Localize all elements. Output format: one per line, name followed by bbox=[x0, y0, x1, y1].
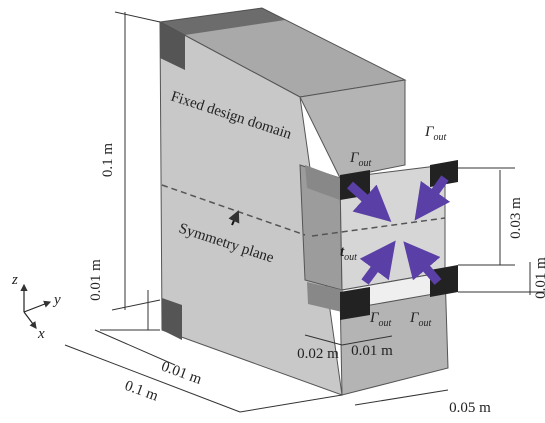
design-domain bbox=[160, 8, 458, 395]
dimension-label: 0.1 m bbox=[100, 143, 116, 178]
dimension-label: 0.01 m bbox=[533, 257, 545, 299]
dimension-label: 0.02 m bbox=[297, 346, 339, 362]
dimension-label: 0.03 m bbox=[508, 197, 524, 239]
diagram: z y x Fixed design domain Symmetry plane… bbox=[0, 0, 545, 423]
dimension-label: 0.05 m bbox=[449, 400, 491, 416]
axis-label: y bbox=[52, 292, 61, 308]
boundary-label: Γout bbox=[424, 124, 447, 143]
axis-label: z bbox=[11, 272, 18, 288]
dimension-label: 0.01 m bbox=[88, 259, 104, 301]
dimension-label: 0.01 m bbox=[351, 343, 393, 359]
coordinate-axes bbox=[24, 285, 50, 328]
axis-label: x bbox=[37, 326, 45, 342]
dimension-label: 0.1 m bbox=[123, 378, 161, 405]
